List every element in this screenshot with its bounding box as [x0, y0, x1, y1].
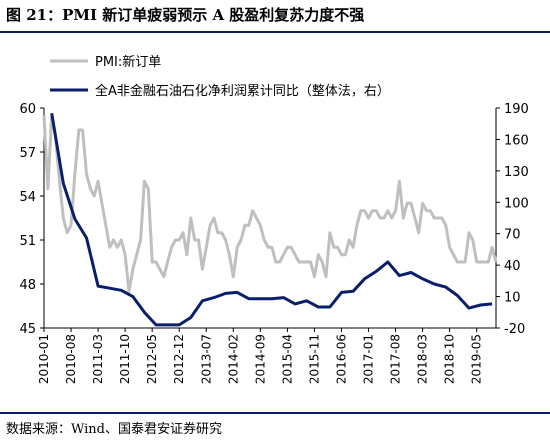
x-tick-label: 2012-05 — [145, 334, 159, 384]
x-tick-label: 2014-02 — [226, 334, 240, 384]
x-tick-label: 2011-10 — [118, 334, 132, 384]
left-tick-label: 54 — [19, 190, 36, 205]
left-tick-label: 48 — [19, 278, 36, 293]
right-tick-label: -20 — [504, 322, 525, 337]
right-tick-label: 190 — [504, 102, 529, 117]
x-tick-label: 2010-01 — [37, 334, 51, 384]
axes: 45 48 51 54 57 60 -20 10 40 70 100 130 160 190 2010-01… — [19, 102, 528, 384]
legend-label-profit: 全A非金融石油石化净利润累计同比（整体法，右） — [95, 83, 390, 99]
series-layer — [42, 112, 498, 327]
x-tick-label: 2013-07 — [199, 334, 213, 384]
x-tick-label: 2011-03 — [91, 334, 105, 384]
left-tick-label: 60 — [19, 102, 36, 117]
x-tick-label: 2014-09 — [253, 334, 267, 384]
title-divider — [0, 31, 550, 33]
footer-divider — [0, 412, 550, 414]
left-tick-label: 45 — [19, 322, 36, 337]
x-tick-label: 2010-08 — [64, 334, 78, 384]
x-tick-label: 2019-05 — [470, 334, 484, 384]
x-tick-label: 2015-11 — [307, 334, 321, 384]
right-tick-label: 40 — [504, 259, 521, 274]
source-note: 数据来源：Wind、国泰君安证券研究 — [6, 422, 222, 437]
x-tick-label: 2017-01 — [362, 334, 376, 384]
x-tick-label: 2017-08 — [389, 334, 403, 384]
legend-label-pmi: PMI:新订单 — [95, 54, 161, 70]
right-tick-label: 10 — [504, 291, 521, 306]
x-tick-label: 2018-10 — [443, 334, 457, 384]
x-tick-label: 2015-04 — [280, 334, 294, 384]
chart: PMI:新订单 全A非金融石油石化净利润累计同比（整体法，右） 45 48 51 54… — [19, 54, 528, 384]
chart-title: 图 21：PMI 新订单疲弱预示 A 股盈利复苏力度不强 — [6, 6, 365, 24]
series-line-pmi — [42, 113, 498, 293]
x-tick-label: 2012-12 — [172, 334, 186, 384]
left-tick-label: 57 — [19, 146, 36, 161]
x-tick-label: 2016-06 — [334, 334, 348, 384]
right-tick-label: 100 — [504, 196, 529, 211]
legend: PMI:新订单 全A非金融石油石化净利润累计同比（整体法，右） — [50, 54, 390, 99]
right-tick-label: 70 — [504, 228, 521, 243]
right-tick-label: 130 — [504, 165, 529, 180]
right-tick-label: 160 — [504, 133, 529, 148]
series-line-profit — [50, 112, 493, 327]
left-tick-label: 51 — [19, 234, 36, 249]
x-tick-label: 2018-03 — [416, 334, 430, 384]
